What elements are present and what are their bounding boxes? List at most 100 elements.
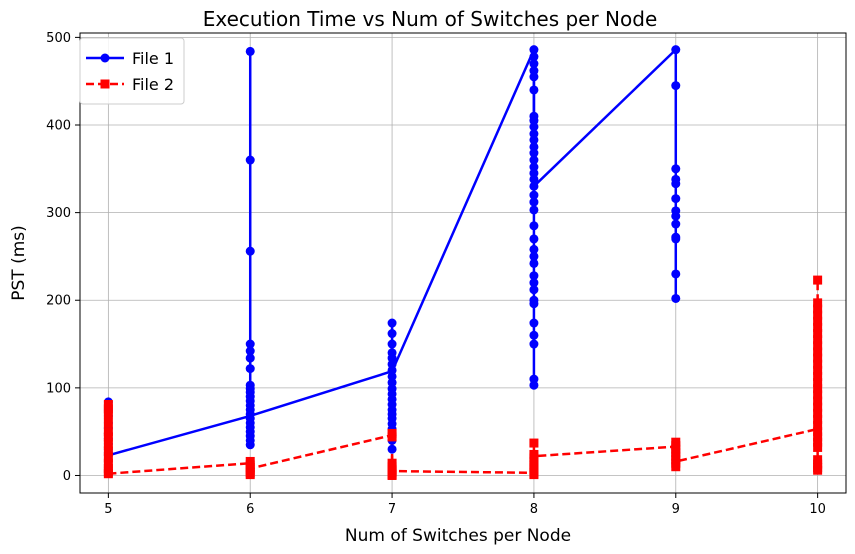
legend-marker-file-1 <box>100 53 110 63</box>
legend-entry-file-1: File 1 <box>86 49 174 68</box>
series-file-2-point <box>813 353 823 363</box>
series-file-2-point <box>813 275 823 285</box>
series-file-2-point <box>813 322 823 332</box>
series-file-2-point <box>813 359 823 369</box>
series-file-1-line <box>108 48 677 457</box>
series-file-2-point <box>813 396 823 406</box>
series-file-2-point <box>813 414 823 424</box>
series-file-2-point <box>813 442 823 452</box>
series-file-1-point <box>529 299 539 309</box>
series-file-1-point <box>529 318 539 328</box>
series-file-1-point <box>529 244 539 254</box>
series-file-1-point <box>529 380 539 390</box>
series-file-1-point <box>529 174 539 184</box>
series-file-1-point <box>671 211 681 221</box>
series-file-2-point <box>813 341 823 351</box>
series-file-1-point <box>245 346 255 356</box>
series-file-1-point <box>671 293 681 303</box>
series-file-1-point <box>529 122 539 132</box>
series-file-1-point <box>529 285 539 295</box>
series-file-2-point <box>103 439 113 449</box>
y-tick-label: 0 <box>63 469 71 484</box>
series-file-1-point <box>529 278 539 288</box>
legend-entry-file-2: File 2 <box>86 75 174 94</box>
series-file-1-point <box>529 155 539 165</box>
series-file-2-point <box>813 371 823 381</box>
series-file-2-point <box>813 402 823 412</box>
series-file-1-point <box>671 269 681 279</box>
x-tick-label: 6 <box>246 502 254 517</box>
series-file-1-point <box>245 339 255 349</box>
series-file-2-point <box>813 384 823 394</box>
plot-area-frame <box>79 32 847 494</box>
series-file-2-point <box>813 421 823 431</box>
series-file-1-point <box>529 135 539 145</box>
y-tick-label: 300 <box>46 206 71 221</box>
series-file-2-point <box>813 298 823 308</box>
y-tick-label: 200 <box>46 294 71 309</box>
series-file-1-point <box>529 221 539 231</box>
x-tick-label: 10 <box>809 502 826 517</box>
series-file-1-point <box>671 219 681 229</box>
series-file-2-point <box>103 427 113 437</box>
series-file-2-point <box>387 470 397 480</box>
series-file-1-point <box>245 353 255 363</box>
series-file-1-point <box>529 190 539 200</box>
series-file-1-point <box>387 318 397 328</box>
series-file-1-point <box>671 164 681 174</box>
y-axis-label: PST (ms) <box>9 225 29 301</box>
series-file-2-point <box>387 432 397 442</box>
legend-marker-file-2 <box>100 79 110 89</box>
series-file-1-point <box>245 440 255 450</box>
x-tick-label: 5 <box>104 502 112 517</box>
series-file-2-point <box>529 470 539 480</box>
series-file-1-point <box>529 72 539 82</box>
series-file-2-point <box>103 458 113 468</box>
series-file-1-point <box>529 148 539 158</box>
series-file-2-point <box>103 469 113 479</box>
x-tick-label: 7 <box>388 502 396 517</box>
series-file-1-point <box>387 339 397 349</box>
x-tick-label: 8 <box>530 502 538 517</box>
series-file-1-point <box>245 364 255 374</box>
series-file-2-point <box>813 316 823 326</box>
series-file-1-point <box>671 81 681 91</box>
series-file-1-point <box>387 329 397 339</box>
series-file-1-point <box>529 234 539 244</box>
series-file-2-point <box>103 432 113 442</box>
series-file-2-point <box>103 404 113 414</box>
series-file-2-point <box>813 390 823 400</box>
series-file-2-point <box>813 437 823 447</box>
series-file-2-point <box>813 432 823 442</box>
series-file-1-point <box>245 155 255 165</box>
series-file-2-point <box>103 453 113 463</box>
series-file-2-point <box>813 408 823 418</box>
series-file-1-point <box>245 46 255 56</box>
series-file-1-point <box>529 59 539 69</box>
series-file-2-point <box>671 462 681 472</box>
series-file-1-point <box>529 339 539 349</box>
chart-title: Execution Time vs Num of Switches per No… <box>203 7 658 31</box>
legend-frame <box>79 37 185 105</box>
series-file-1-point <box>529 197 539 207</box>
series-file-1-point <box>529 85 539 95</box>
series-file-1-point <box>529 205 539 215</box>
series-file-2-point <box>813 335 823 345</box>
series-file-2-point <box>103 446 113 456</box>
series-file-2-point <box>529 438 539 448</box>
y-tick-label: 400 <box>46 119 71 134</box>
y-tick-label: 500 <box>46 31 71 46</box>
series-file-1-point <box>529 258 539 268</box>
series-file-1-point <box>671 179 681 189</box>
series-file-1-point <box>529 330 539 340</box>
series-file-1-point <box>671 194 681 204</box>
series-file-1-point <box>529 181 539 191</box>
series-file-2-point <box>813 329 823 339</box>
legend: File 1 File 2 <box>79 37 185 105</box>
series-file-2-point <box>813 465 823 475</box>
series-file-2-point <box>813 347 823 357</box>
series-file-1-point <box>671 45 681 55</box>
series-file-2-point <box>245 470 255 480</box>
series-file-2-point <box>813 427 823 437</box>
